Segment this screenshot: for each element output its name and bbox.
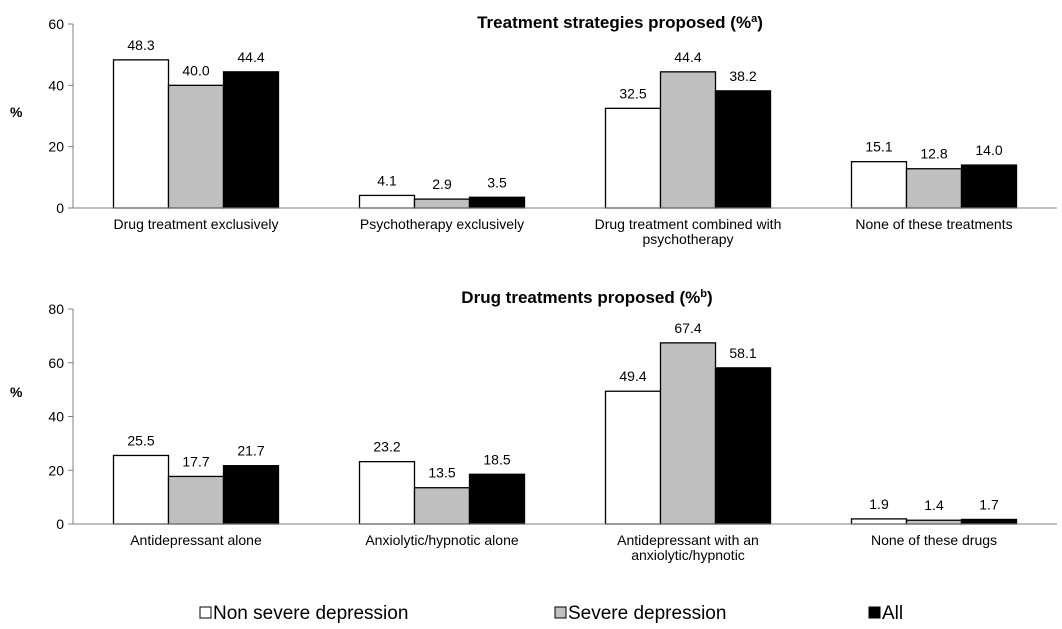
data-label: 48.3 (127, 37, 154, 53)
legend-label: Non severe depression (213, 603, 408, 624)
data-labels: 25.5 17.7 21.7 23.2 13.5 18.5 49.4 67.4 58.1 1.9 1… (127, 320, 999, 513)
data-label: 14.0 (975, 142, 1002, 158)
legend-label: Severe depression (568, 603, 726, 624)
data-label: 3.5 (487, 174, 507, 190)
y-tick-label: 60 (48, 16, 64, 32)
bar (358, 460, 416, 525)
category-label: Antidepressant alone (130, 532, 262, 548)
category-labels: Antidepressant alone Anxiolytic/hypnotic … (130, 532, 997, 563)
bar (714, 367, 772, 525)
data-label: 4.1 (377, 172, 397, 188)
data-label: 1.7 (979, 496, 999, 512)
data-labels: 48.3 40.0 44.4 4.1 2.9 3.5 32.5 44.4 38.2 15.1 12.… (127, 37, 1002, 192)
bar (960, 518, 1018, 525)
category-label: None of these drugs (871, 532, 997, 548)
bar (413, 198, 471, 209)
bar (222, 465, 280, 525)
bar (659, 71, 717, 209)
bar (222, 71, 280, 209)
bar (167, 84, 225, 209)
data-label: 32.5 (619, 85, 646, 101)
bar (468, 473, 526, 525)
category-label: Drug treatment combined with psychotherap… (595, 216, 782, 247)
bar (960, 164, 1018, 209)
data-label: 12.8 (920, 146, 947, 162)
data-label: 40.0 (182, 62, 209, 78)
bar (112, 454, 170, 525)
bar (659, 342, 717, 525)
data-label: 21.7 (237, 443, 264, 459)
data-label: 23.2 (373, 439, 400, 455)
bar (905, 519, 963, 525)
bar (413, 487, 471, 525)
data-label: 1.4 (924, 497, 944, 513)
category-label: Drug treatment exclusively (114, 216, 279, 232)
y-tick-label: 40 (48, 77, 64, 93)
y-tick-label: 0 (56, 200, 64, 216)
y-axis-ticks: 0 20 40 60 (48, 16, 73, 216)
data-label: 18.5 (483, 451, 510, 467)
y-axis-label: % (10, 384, 23, 400)
bars (112, 59, 1018, 209)
y-tick-label: 0 (56, 516, 64, 532)
bar (604, 107, 662, 209)
data-label: 2.9 (432, 176, 452, 192)
y-tick-label: 60 (48, 355, 64, 371)
legend-item: Non severe depression (199, 603, 408, 624)
bars (112, 342, 1018, 525)
legend-swatch (554, 606, 567, 619)
y-tick-label: 20 (48, 139, 64, 155)
data-label: 13.5 (428, 465, 455, 481)
category-labels: Drug treatment exclusively Psychotherapy … (114, 216, 1013, 247)
drug-treatments-chart: Drug treatments proposed (%b) % 0 20 40 60 8… (10, 288, 1057, 563)
bar (167, 475, 225, 525)
chart-title: Drug treatments proposed (%b) (461, 288, 712, 307)
data-label: 17.7 (182, 453, 209, 469)
category-label: Anxiolytic/hypnotic alone (365, 532, 519, 548)
legend-item: All (868, 603, 903, 624)
legend-label: All (882, 603, 903, 624)
data-label: 25.5 (127, 432, 154, 448)
data-label: 44.4 (674, 49, 701, 65)
bar (358, 194, 416, 209)
bar (714, 90, 772, 209)
data-label: 15.1 (865, 139, 892, 155)
legend-swatch (868, 606, 881, 619)
category-label: Psychotherapy exclusively (360, 216, 524, 232)
legend-item: Severe depression (554, 603, 726, 624)
category-label: Antidepressant with an anxiolytic/hypnoti… (617, 532, 759, 563)
bar (112, 59, 170, 209)
chart-title: Treatment strategies proposed (%a) (477, 13, 763, 32)
y-tick-label: 80 (48, 301, 64, 317)
legend: Non severe depression Severe depression Al… (199, 603, 903, 624)
y-tick-label: 20 (48, 462, 64, 478)
data-label: 38.2 (729, 68, 756, 84)
legend-swatch (199, 606, 212, 619)
category-label: None of these treatments (855, 216, 1012, 232)
bar (604, 390, 662, 525)
bar (468, 196, 526, 209)
data-label: 67.4 (674, 320, 701, 336)
bar (905, 168, 963, 209)
data-label: 1.9 (869, 496, 889, 512)
treatment-strategies-chart: Treatment strategies proposed (%a) % 0 20… (10, 13, 1057, 247)
data-label: 58.1 (729, 345, 756, 361)
y-tick-label: 40 (48, 409, 64, 425)
bar (850, 518, 908, 525)
data-label: 49.4 (619, 368, 646, 384)
y-axis-ticks: 0 20 40 60 80 (48, 301, 73, 532)
bar (850, 161, 908, 209)
data-label: 44.4 (237, 49, 264, 65)
y-axis-label: % (10, 104, 23, 120)
